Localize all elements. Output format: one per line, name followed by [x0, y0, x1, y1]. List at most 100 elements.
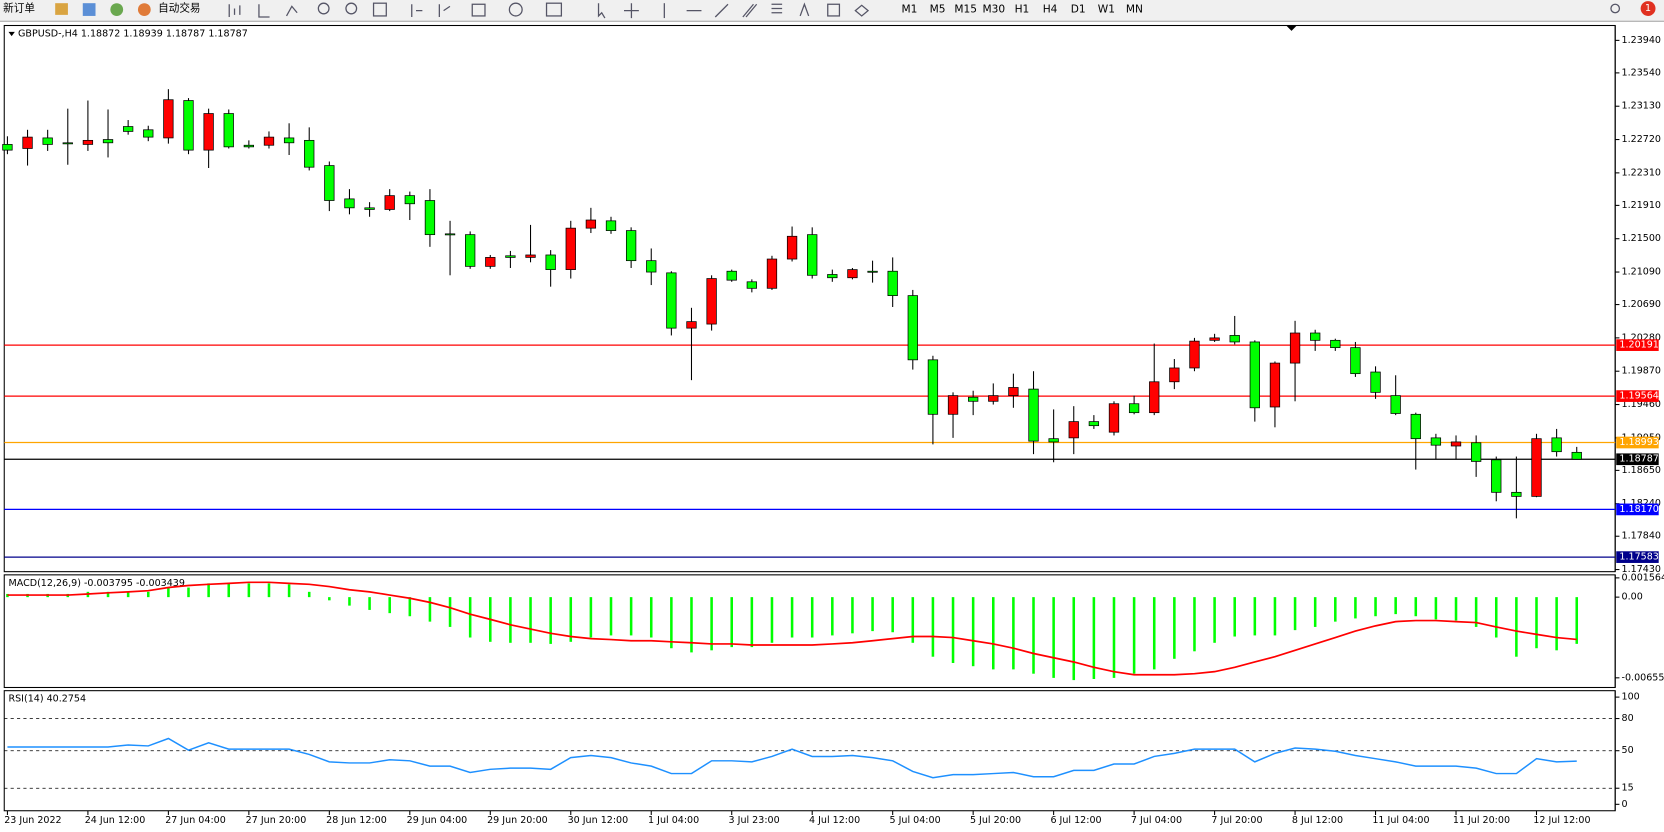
macd-bar	[1494, 597, 1498, 638]
y-tick-label: -0.006555	[1622, 672, 1664, 683]
macd-bar	[1213, 597, 1216, 643]
candle-body	[666, 272, 677, 329]
candle-body	[907, 295, 918, 361]
candle-body	[344, 198, 355, 209]
icon[interactable]	[317, 2, 330, 15]
candle-body	[1330, 339, 1341, 349]
price-label-bg	[1616, 551, 1659, 563]
macd-bar	[569, 597, 573, 642]
timeframe-button[interactable]: H4	[1043, 3, 1058, 16]
icon[interactable]	[285, 5, 298, 17]
candle-body	[82, 139, 94, 145]
macd-bar	[1092, 597, 1096, 679]
auto-trading-button[interactable]: 自动交易	[158, 1, 200, 14]
candle-body	[807, 234, 818, 276]
new-order-button[interactable]: 新订单	[3, 1, 35, 14]
icon[interactable]	[854, 4, 870, 17]
panel-title: GBPUSD-,H4 1.18872 1.18939 1.18787 1.187…	[18, 28, 248, 39]
icon[interactable]	[742, 3, 758, 18]
icon[interactable]	[771, 3, 783, 14]
candle-body	[1008, 387, 1019, 396]
macd-bar	[851, 597, 854, 634]
macd-bar	[1032, 597, 1035, 674]
icon[interactable]	[258, 4, 270, 18]
candle-body	[42, 137, 53, 145]
macd-bar	[730, 597, 733, 648]
macd-bar	[146, 591, 150, 598]
macd-bar	[408, 597, 412, 617]
x-tick-label: 11 Jul 04:00	[1372, 815, 1429, 826]
candle-body	[1189, 340, 1200, 369]
candle-body	[988, 395, 999, 402]
candle-body	[867, 270, 878, 273]
macd-bar	[1152, 597, 1156, 670]
macd-bar	[1273, 597, 1277, 636]
macd-bar	[428, 597, 432, 622]
icon[interactable]	[438, 4, 451, 18]
x-tick-label: 11 Jul 20:00	[1453, 815, 1510, 826]
timeframe-button[interactable]: M1	[902, 3, 918, 16]
x-tick-label: 5 Jul 20:00	[970, 815, 1021, 826]
timeframe-button[interactable]: D1	[1071, 3, 1086, 16]
icon[interactable]	[137, 3, 151, 16]
y-tick-label: 1.17430	[1622, 564, 1661, 575]
macd-bar	[1072, 597, 1076, 681]
macd-bar	[810, 597, 814, 638]
icon[interactable]	[110, 3, 124, 16]
icon[interactable]	[82, 3, 96, 16]
y-tick-label: 1.20690	[1622, 299, 1661, 310]
macd-bar	[348, 597, 351, 606]
y-tick-label: 1.20280	[1622, 332, 1661, 343]
macd-bar	[951, 597, 955, 663]
icon[interactable]	[411, 4, 423, 18]
candle-body	[263, 136, 275, 146]
icon[interactable]	[827, 3, 841, 17]
macd-bar	[1012, 597, 1015, 670]
y-tick-label: 1.23540	[1622, 67, 1661, 78]
x-tick-label: 29 Jun 04:00	[407, 815, 468, 826]
macd-bar	[509, 597, 512, 643]
timeframe-button[interactable]: H1	[1015, 3, 1030, 16]
notification-badge[interactable]	[1640, 1, 1656, 16]
timeframe-button[interactable]: MN	[1126, 3, 1143, 16]
timeframe-button[interactable]: M5	[930, 3, 946, 16]
icon[interactable]	[597, 3, 606, 19]
timeframe-button[interactable]: W1	[1098, 3, 1115, 16]
y-tick-label: 1.23130	[1622, 101, 1661, 112]
icon[interactable]	[508, 2, 523, 17]
candle-body	[1108, 403, 1120, 433]
candle-body	[1229, 335, 1240, 343]
price-label-bg	[1616, 390, 1659, 402]
macd-bar	[1334, 597, 1337, 622]
icon[interactable]	[345, 2, 358, 15]
candle-body	[1531, 438, 1542, 497]
icon[interactable]	[714, 3, 729, 18]
search-icon[interactable]	[1610, 3, 1621, 14]
candle-body	[444, 233, 456, 236]
price-label: 1.19564	[1619, 391, 1658, 402]
icon[interactable]	[799, 2, 810, 17]
timeframe-button[interactable]: M15	[954, 3, 977, 16]
x-tick-label: 29 Jun 20:00	[487, 815, 548, 826]
icon[interactable]	[372, 2, 387, 17]
icon[interactable]	[55, 3, 68, 15]
icon[interactable]	[228, 4, 241, 18]
candle-body	[1390, 395, 1401, 414]
y-tick-label: 1.21500	[1622, 233, 1661, 244]
macd-bar	[992, 597, 995, 670]
candle-body	[183, 100, 194, 151]
y-tick-label: 15	[1622, 783, 1634, 794]
panel-title: RSI(14) 40.2754	[8, 694, 86, 705]
x-tick-label: 27 Jun 20:00	[246, 815, 307, 826]
macd-bar	[1173, 597, 1176, 659]
icon[interactable]	[624, 3, 639, 19]
candle-body	[686, 321, 697, 329]
macd-bar	[770, 597, 774, 643]
candle-body	[1068, 421, 1079, 439]
icon[interactable]	[471, 3, 486, 17]
macd-bar	[629, 597, 633, 636]
timeframe-button[interactable]: M30	[983, 3, 1006, 16]
icon[interactable]	[545, 2, 563, 17]
price-label: 1.18993	[1619, 437, 1658, 448]
